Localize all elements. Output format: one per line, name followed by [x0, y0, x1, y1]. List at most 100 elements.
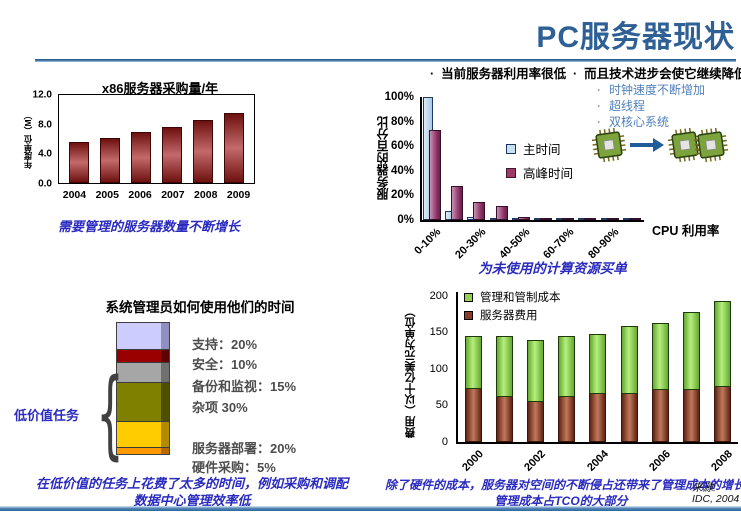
bar-peak-time — [628, 218, 641, 220]
cpu-legend-peak-time-label: 高峰时间 — [523, 167, 574, 181]
stacked-bar — [620, 326, 638, 442]
bullet-dot-icon: · — [597, 83, 601, 97]
sub-bullet-hyperthreading-text: 超线程 — [609, 99, 646, 113]
tco-y-axis-label: 费用（以十亿美元为单位） — [405, 306, 417, 439]
stacked-bar — [465, 335, 483, 442]
legend-swatch-server-cost — [464, 310, 473, 320]
tco-legend-server-label: 服务器费用 — [480, 310, 538, 322]
bar — [68, 141, 89, 183]
axis-tick-label: 80-90% — [585, 226, 622, 262]
bar — [193, 119, 214, 183]
admin-chart-title: 系统管理员如何使用他们的时间 — [105, 300, 295, 315]
bar-group — [676, 292, 707, 442]
axis-tick-label: 2002 — [522, 448, 549, 474]
brace-icon: { — [96, 358, 124, 470]
axis-tick-label: 2000 — [460, 448, 487, 474]
bar-server-cost — [527, 401, 545, 442]
segment-label: 安全：10% — [192, 357, 258, 372]
axis-tick-label: 2004 — [584, 448, 611, 474]
axis-tick-label: 80% — [390, 115, 414, 128]
bar-server-cost — [558, 397, 576, 442]
low-value-tasks-label: 低价值任务 — [14, 408, 80, 423]
axis-tick-label: 4.0 — [38, 148, 52, 160]
source-label: 来源: — [692, 482, 716, 494]
stacked-bar — [527, 339, 545, 442]
bar-group — [458, 292, 489, 442]
axis-tick-label: 2008 — [194, 189, 218, 201]
axis-tick-label: 0.0 — [38, 178, 52, 190]
axis-tick-label: 40% — [390, 164, 414, 177]
admin-segment-labels: 支持：20% 安全：10% 备份和监视：15% 杂项 30% 服务器部署：20% 硬件采购… — [192, 322, 367, 475]
axis-tick-label: 12.0 — [32, 89, 52, 101]
x86-x-ticks: 2004 2005 2006 2007 2008 2009 — [58, 189, 255, 201]
axis-tick-label: 2008 — [709, 448, 735, 474]
cpu-chip-icon — [591, 127, 627, 163]
stack-segment — [117, 447, 169, 454]
bar-peak-time — [429, 130, 441, 220]
bar-peak-time — [562, 218, 575, 220]
bar-server-cost — [589, 394, 607, 442]
bullet-dot-icon: · — [430, 67, 435, 81]
bar-peak-time — [517, 216, 530, 220]
tco-legend-server: 服务器费用 — [464, 307, 561, 323]
bar-group — [600, 97, 622, 220]
axis-tick-label: 2007 — [161, 189, 185, 201]
bar-mgmt-cost — [682, 311, 700, 391]
legend-swatch-peak-time — [506, 167, 516, 178]
title-divider — [35, 59, 736, 62]
bar-mgmt-cost — [620, 326, 638, 395]
stack-segment — [117, 421, 169, 448]
axis-tick-label: 0% — [397, 214, 414, 226]
page-title: PC服务器现状 — [536, 21, 735, 54]
bar-group — [555, 97, 577, 220]
axis-tick-label: 100% — [384, 91, 414, 103]
axis-tick-label: 20-30% — [452, 226, 488, 262]
stacked-bar — [713, 300, 731, 442]
bar-peak-time — [584, 218, 597, 220]
bar-mgmt-cost — [527, 339, 545, 402]
legend-swatch-main-time — [506, 143, 516, 154]
tco-caption-line1: 除了硬件的成本，服务器对空间的不断侵占还带来了管理成本的增长 — [385, 478, 741, 492]
bar-mgmt-cost — [713, 300, 731, 388]
bar-server-cost — [651, 390, 669, 442]
stack-segment — [117, 323, 169, 350]
axis-tick-label: 2006 — [128, 189, 152, 201]
sub-bullet-dual-core-text: 双核心系统 — [609, 115, 670, 129]
bar-group — [511, 97, 533, 220]
stacked-bar — [682, 311, 700, 442]
segment-label: 硬件采购：5% — [192, 460, 276, 475]
bar-peak-time — [451, 185, 464, 220]
bar-group — [551, 292, 582, 442]
axis-tick-label: 200 — [429, 289, 448, 302]
bullet-technology-lowers-text: 而且技术进步会使它继续降低 — [584, 67, 741, 81]
axis-tick-label: 2006 — [646, 448, 673, 474]
segment-label: 支持：20% — [192, 337, 258, 352]
cpu-legend-peak-time: 高峰时间 — [506, 163, 573, 182]
cpu-x-axis-title: CPU 利用率 — [652, 224, 720, 238]
bullet-utilization-low: · 当前服务器利用率很低 — [430, 63, 566, 82]
cpu-chip-icon — [693, 127, 729, 163]
bar — [99, 137, 120, 183]
bar-group — [520, 292, 551, 442]
bar-peak-time — [495, 206, 508, 220]
source-citation: 来源: IDC, 2004 — [692, 483, 739, 505]
cpu-legend-main-time: 主时间 — [506, 139, 573, 158]
cpu-plot-area — [420, 97, 644, 222]
cpu-y-ticks: 100% 80% 60% 40% 20% 0% — [385, 91, 418, 226]
bar-peak-time — [473, 201, 486, 220]
axis-tick-label: 2009 — [226, 189, 251, 201]
bar-mgmt-cost — [558, 335, 576, 398]
axis-tick-label: 20% — [390, 189, 414, 202]
sub-bullet-list: · 时钟速度不断增加 · 超线程 · 双核心系统 — [597, 82, 705, 130]
stacked-bar — [589, 333, 607, 442]
stack-segment — [117, 381, 169, 422]
axis-tick-label: 0 — [441, 436, 448, 448]
arrow-right-icon — [630, 138, 664, 152]
bar-peak-time — [540, 218, 553, 220]
axis-tick-label: 8.0 — [38, 119, 52, 131]
sub-bullet-clock-speed-text: 时钟速度不断增加 — [609, 83, 706, 97]
axis-tick-label: 150 — [429, 326, 448, 339]
cpu-caption: 为未使用的计算资源买单 — [478, 261, 627, 276]
bar-group — [533, 97, 555, 220]
bar-server-cost — [682, 390, 700, 442]
